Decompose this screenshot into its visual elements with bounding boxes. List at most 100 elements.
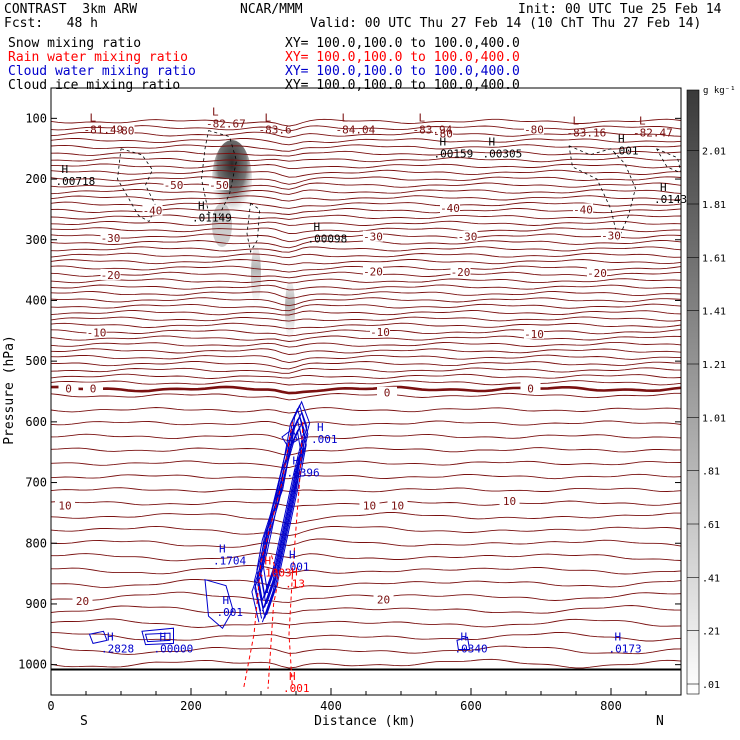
field-xy-rain: XY= 100.0,100.0 to 100.0,400.0 <box>285 50 520 65</box>
extremum-value: .01149 <box>192 211 232 224</box>
colorbar-tick-label: 1.81 <box>702 200 726 211</box>
snow-shading-lower <box>212 203 232 247</box>
extremum-value: -81.49 <box>84 123 124 136</box>
temperature-label-bg <box>72 594 93 606</box>
y-axis-label: Pressure (hPa) <box>2 335 17 445</box>
cloud-water-contour <box>281 428 299 447</box>
extremum-value: .8396 <box>287 466 320 479</box>
temperature-label: 0 <box>384 387 391 400</box>
temperature-label-bg <box>433 127 453 139</box>
temperature-label: -30 <box>458 231 478 244</box>
isotherm <box>51 310 681 316</box>
temperature-label-bg <box>163 179 184 191</box>
isotherm <box>51 125 681 132</box>
extremum-value: .0340 <box>455 642 488 655</box>
cloud-ice-contour <box>246 202 261 254</box>
y-tick-label: 500 <box>25 354 47 368</box>
y-tick-label: 800 <box>25 536 47 550</box>
isotherm <box>51 591 681 603</box>
temperature-label: -10 <box>524 328 544 341</box>
temperature-label: 0 <box>90 382 97 395</box>
temperature-label-bg <box>601 229 621 241</box>
x-end-label-left: S <box>80 714 88 729</box>
colorbar-tick-label: 1.01 <box>702 413 726 424</box>
freezing-isotherm <box>51 385 681 395</box>
temperature-label-bg <box>100 231 121 243</box>
extremum-marker: L <box>265 111 272 124</box>
extremum-marker: H <box>219 542 226 555</box>
rain-contour <box>267 555 280 689</box>
isotherm <box>51 131 681 138</box>
isotherm <box>51 284 681 291</box>
isotherm <box>51 316 681 322</box>
temperature-label-bg <box>440 202 460 214</box>
temperature-label: -10 <box>87 327 107 340</box>
temperature-label: -30 <box>101 232 121 245</box>
temperature-label-bg <box>524 327 544 339</box>
rain-contour <box>288 421 304 689</box>
extremum-value: .00159 <box>434 148 474 161</box>
isotherm <box>51 227 681 234</box>
isotherm <box>51 137 681 146</box>
isotherm <box>51 360 681 370</box>
extremum-value: -83.94 <box>413 123 453 136</box>
temperature-label: -30 <box>601 230 621 243</box>
extremum-value: .1003 <box>259 567 292 580</box>
extremum-marker: L <box>419 111 426 124</box>
cloud-water-contour <box>259 411 309 605</box>
isotherm <box>51 552 681 562</box>
extremum-value: .001 <box>311 433 338 446</box>
extremum-marker: H <box>489 136 496 149</box>
temperature-label: -10 <box>370 326 390 339</box>
x-tick-label: 800 <box>600 699 622 713</box>
temperature-label-bg <box>209 179 229 191</box>
temperature-label: -40 <box>573 203 593 216</box>
valid-time: Valid: 00 UTC Thu 27 Feb 14 (10 ChT Thu … <box>310 16 702 31</box>
extremum-value: .01438 <box>654 193 694 206</box>
extremum-marker: H <box>461 630 468 643</box>
extremum-value: -83.16 <box>567 126 607 139</box>
isotherm <box>51 631 681 642</box>
isotherm <box>51 329 681 337</box>
isotherm <box>51 407 681 414</box>
extremum-value: .13 <box>285 577 305 590</box>
isotherm <box>51 303 681 312</box>
cloud-water-contour <box>456 636 471 650</box>
isotherm <box>51 341 681 348</box>
isotherm <box>51 150 681 157</box>
temperature-label-bg <box>370 326 390 338</box>
cloud-water-contour <box>88 630 108 644</box>
isotherm <box>51 658 681 669</box>
isotherm <box>51 335 681 342</box>
field-name-rain: Rain water mixing ratio <box>8 50 189 65</box>
extremum-value: -82.67 <box>206 117 246 130</box>
temperature-label-bg <box>499 494 520 506</box>
isotherm <box>51 605 681 614</box>
temperature-label: 10 <box>391 500 404 513</box>
cloud-water-contour <box>141 627 174 646</box>
temperature-label: 10 <box>363 500 376 513</box>
colorbar-tick-label: .41 <box>702 573 720 584</box>
cloud-water-contour <box>144 632 171 643</box>
extremum-marker: H <box>440 136 447 149</box>
extremum-value: -82.47 <box>633 126 673 139</box>
isotherm <box>51 118 681 127</box>
cloud-ice-contour <box>117 148 157 223</box>
temperature-label-bg <box>457 230 478 242</box>
isotherm <box>51 420 681 427</box>
extremum-value: .001 <box>612 145 639 158</box>
temperature-label: -40 <box>440 202 460 215</box>
temperature-label-bg <box>363 265 383 277</box>
isotherm <box>51 176 681 185</box>
temperature-label-bg <box>114 124 135 136</box>
isotherm <box>51 511 681 525</box>
temperature-label: 0 <box>65 382 72 395</box>
model-title: CONTRAST 3km ARW <box>4 2 138 17</box>
extremum-marker: H <box>615 630 622 643</box>
isotherm <box>51 447 681 456</box>
x-end-label-right: N <box>656 714 664 729</box>
isotherm <box>51 367 681 374</box>
isotherm <box>51 433 681 442</box>
temperature-label-bg <box>58 382 79 394</box>
